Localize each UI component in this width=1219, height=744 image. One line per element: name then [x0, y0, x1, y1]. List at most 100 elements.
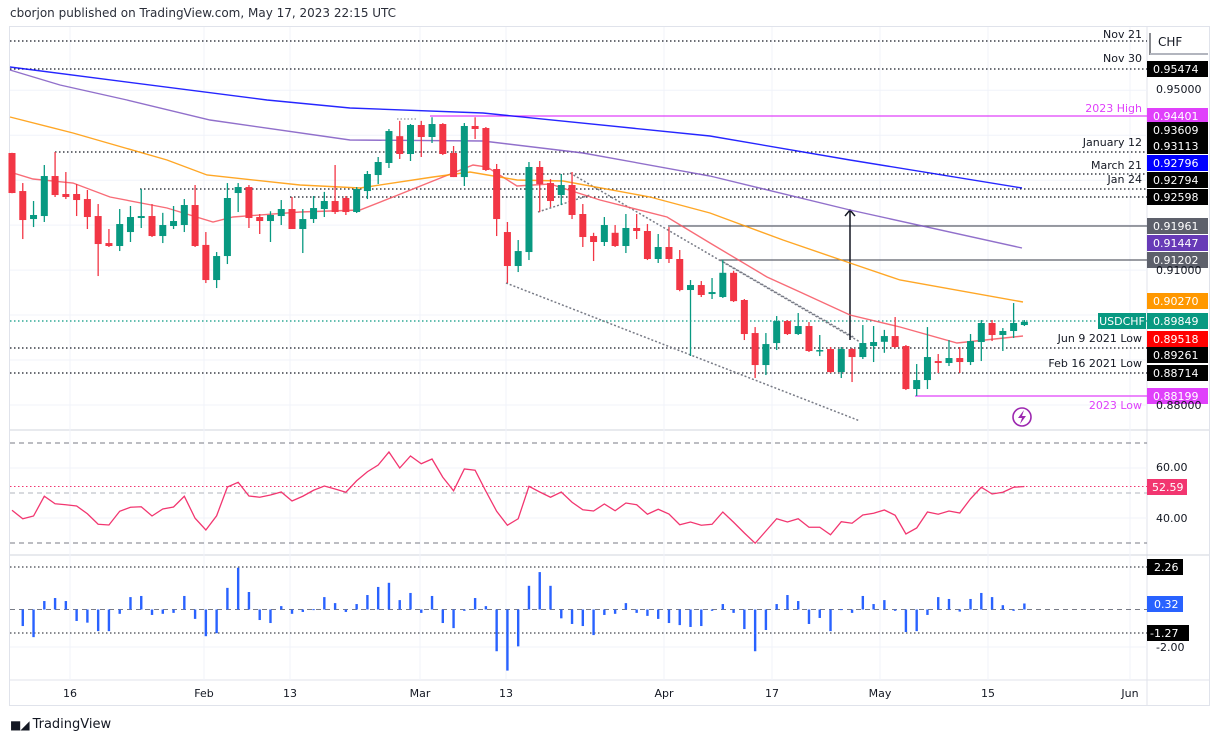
price-label: 0.88714 — [1153, 367, 1199, 380]
hist-bar — [1001, 605, 1005, 610]
price-label-box — [1147, 331, 1208, 347]
price-label-box — [1147, 61, 1208, 77]
hist-bar — [161, 609, 164, 614]
hist-bar — [86, 609, 89, 623]
candle-up — [837, 349, 845, 373]
candle-up — [460, 125, 468, 178]
candle-down — [148, 216, 156, 237]
hist-bar — [657, 609, 660, 619]
price-label: 0.95474 — [1153, 63, 1199, 76]
hist-tick: -2.00 — [1156, 641, 1184, 654]
candle-up — [773, 321, 781, 344]
candle-up — [40, 176, 48, 217]
currency-label[interactable]: CHF — [1158, 35, 1182, 49]
candle-down — [94, 216, 102, 245]
hist-bar — [646, 609, 649, 616]
candle-down — [83, 199, 91, 218]
price-label-box — [1147, 218, 1208, 234]
moving-average-line — [9, 66, 1023, 189]
hist-bar — [150, 609, 154, 615]
candle-down — [202, 244, 210, 281]
footer-brand[interactable]: ■◢ TradingView — [10, 717, 111, 732]
candle-down — [547, 183, 554, 202]
candle-down — [568, 185, 576, 215]
tradingview-logo-icon: ■◢ — [10, 717, 30, 732]
rsi-last-value: 52.59 — [1152, 481, 1184, 494]
hist-bar — [527, 585, 531, 610]
candle-down — [417, 125, 425, 138]
price-label-box — [1147, 189, 1208, 205]
candle-up — [374, 162, 382, 176]
hist-bar — [290, 609, 294, 614]
candle-up — [234, 187, 242, 194]
y-tick: 0.91000 — [1156, 264, 1202, 277]
hist-lower-value: -1.27 — [1150, 627, 1178, 640]
candle-down — [633, 227, 641, 231]
candle-down — [450, 153, 458, 178]
hist-bar — [409, 592, 412, 610]
candle-up — [266, 214, 274, 222]
x-tick: Jun — [1120, 687, 1138, 700]
hist-bar — [743, 609, 746, 630]
candle-up — [719, 272, 727, 298]
candle-down — [19, 191, 27, 221]
hist-bar — [398, 600, 401, 610]
price-label: 0.94401 — [1153, 110, 1199, 123]
lightning-icon[interactable] — [1012, 407, 1032, 427]
hist-bar — [366, 595, 369, 610]
hist-bar — [797, 601, 800, 610]
price-label: 0.93113 — [1153, 140, 1199, 153]
candle-up — [557, 185, 565, 196]
x-tick: Mar — [410, 687, 431, 700]
trend-line — [505, 282, 861, 422]
candle-down — [751, 333, 759, 366]
symbol-tag — [1098, 313, 1146, 329]
candle-up — [859, 343, 867, 358]
hist-bar — [775, 604, 778, 610]
hist-bar — [420, 609, 423, 613]
hist-bar — [753, 609, 757, 652]
hist-bar — [581, 609, 585, 627]
x-tick: Feb — [194, 687, 213, 700]
y-tick: 0.88000 — [1156, 399, 1202, 412]
level-label-2023-low: 2023 Low — [1089, 399, 1142, 412]
candle-up — [999, 331, 1007, 336]
candle-down — [191, 205, 199, 247]
price-label-box — [1147, 365, 1208, 381]
hist-bar — [904, 609, 908, 633]
hist-bar — [183, 595, 186, 610]
hist-bar — [376, 586, 380, 610]
candle-up — [525, 166, 533, 253]
moving-averages — [9, 66, 1024, 344]
price-label-box — [1147, 108, 1208, 124]
y-tick: 0.95000 — [1156, 83, 1202, 96]
hist-bar — [840, 609, 843, 611]
hist-bar — [333, 603, 337, 610]
candle-up — [428, 124, 436, 138]
price-label-box — [1147, 252, 1208, 268]
candle-up — [654, 247, 662, 260]
candle-down — [848, 349, 856, 358]
candle-down — [8, 153, 16, 194]
candle-up — [762, 344, 770, 366]
level-label-feb-16-2021-low: Feb 16 2021 Low — [1048, 357, 1142, 370]
candle-up — [126, 217, 134, 233]
candle-down — [331, 201, 339, 213]
candle-up — [600, 225, 608, 243]
candle-up — [977, 323, 985, 343]
price-label: 0.89261 — [1153, 349, 1199, 362]
hist-last-tag — [1147, 596, 1183, 612]
hist-bar — [613, 609, 617, 614]
hist-bar — [807, 609, 811, 624]
x-axis: 16 Feb 13 Mar 13 Apr 17 May 15 Jun — [63, 687, 1139, 700]
candle-down — [783, 321, 791, 335]
hist-bar — [980, 592, 983, 610]
candle-up — [137, 216, 145, 219]
candle-down — [105, 243, 113, 247]
hist-bar — [129, 597, 132, 610]
hist-bar — [732, 609, 735, 613]
hist-bar — [570, 609, 574, 624]
candle-down — [891, 336, 899, 348]
hist-bar — [710, 609, 714, 611]
